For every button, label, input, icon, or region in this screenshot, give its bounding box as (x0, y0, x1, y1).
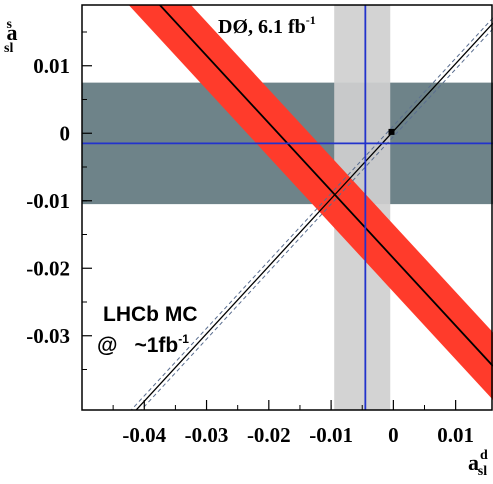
y-tick-label: -0.03 (26, 324, 70, 348)
chart-title-main: DØ, 6.1 fb (218, 16, 306, 38)
plot-frame (81, 4, 493, 411)
x-tick-label: 0 (388, 423, 399, 447)
annotation-luminosity: ~1fb (134, 334, 178, 357)
axis-ticks: -0.04 -0.03 -0.02 -0.01 0 0.01 0.01 0 -0.01 -0.02… (26, 31, 474, 447)
annotation-line-2: @ ~1fb-1 (97, 332, 189, 357)
sm-point (388, 128, 395, 135)
y-axis-label: as sl (4, 17, 18, 56)
chart-title: DØ, 6.1 fb-1 (218, 13, 316, 38)
annotation-at-symbol: @ (97, 334, 117, 357)
x-tick-label: -0.04 (122, 423, 166, 447)
y-axis-label-sub: sl (4, 41, 13, 56)
diagonal-band (128, 5, 493, 400)
x-axis-label-main: a (468, 450, 479, 475)
y-tick-label: -0.02 (26, 256, 70, 280)
y-tick-label: -0.01 (26, 189, 70, 213)
annotation-line-1: LHCb MC (103, 303, 197, 326)
y-axis-label-sup: s (7, 17, 13, 32)
x-tick-label: -0.02 (247, 423, 291, 447)
sm-band-edge-2 (140, 28, 493, 410)
sm-band-edge-1 (130, 17, 493, 410)
y-tick-label: 0 (60, 121, 71, 145)
y-axis-label-main: a (7, 20, 18, 45)
x-tick-label: -0.03 (185, 423, 229, 447)
x-tick-label: 0.01 (437, 423, 474, 447)
sm-line (135, 22, 493, 410)
chart-title-sup: -1 (306, 13, 316, 27)
x-axis-label: ad sl (468, 448, 488, 479)
x-axis-label-sub: sl (478, 464, 487, 479)
plot-area (82, 5, 493, 410)
annotation-luminosity-sup: -1 (178, 332, 189, 346)
y-tick-label: 0.01 (33, 54, 70, 78)
x-axis-label-sup: d (480, 448, 488, 463)
x-tick-label: -0.01 (309, 423, 353, 447)
